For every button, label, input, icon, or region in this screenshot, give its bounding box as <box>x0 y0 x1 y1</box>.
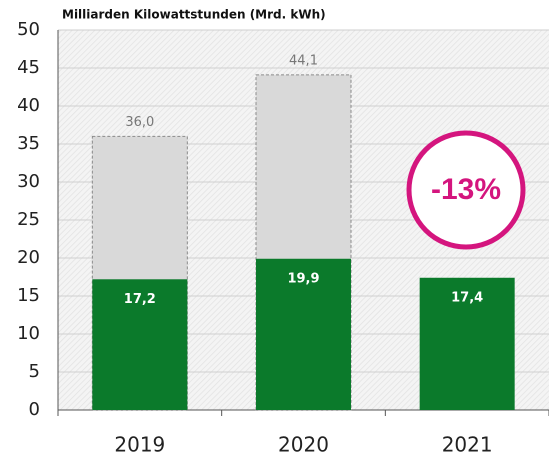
y-tick-label: 45 <box>17 57 40 78</box>
y-tick-label: 5 <box>29 361 40 382</box>
bar <box>92 279 188 410</box>
value-label: 44,1 <box>289 53 318 68</box>
annotation: -13% <box>431 173 501 206</box>
value-label: 19,9 <box>287 271 319 286</box>
axis-label: Milliarden Kilowattstunden (Mrd. kWh) <box>62 8 326 22</box>
value-label: 36,0 <box>125 115 154 130</box>
y-tick-label: 35 <box>17 133 40 154</box>
y-tick-label: 0 <box>29 399 40 420</box>
bar <box>256 258 351 410</box>
value-label: 17,2 <box>124 292 156 307</box>
x-tick-label: 2021 <box>442 433 493 457</box>
y-tick-label: 40 <box>17 95 40 116</box>
annotation-circle <box>406 130 526 250</box>
y-tick-label: 50 <box>17 19 40 40</box>
x-tick-label: 2020 <box>278 433 329 457</box>
y-tick-label: 20 <box>17 247 40 268</box>
y-tick-label: 15 <box>17 285 40 306</box>
x-tick-label: 2019 <box>114 433 165 457</box>
bar <box>419 277 515 410</box>
y-tick-label: 30 <box>17 171 40 192</box>
y-tick-label: 25 <box>17 209 40 230</box>
value-label: 17,4 <box>451 290 483 305</box>
y-tick-label: 10 <box>17 323 40 344</box>
